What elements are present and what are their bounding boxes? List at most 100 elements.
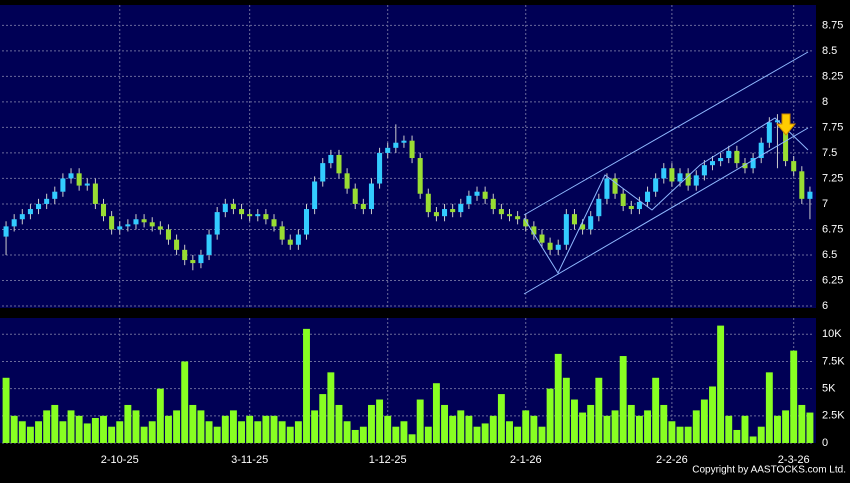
candle-body xyxy=(19,214,25,220)
x-tick-label: 1-12-25 xyxy=(369,454,407,466)
x-tick-label: 2-10-25 xyxy=(101,454,139,466)
x-tick-label: 2-1-26 xyxy=(510,454,542,466)
candle-body xyxy=(709,161,716,166)
y-tick-label: 10K xyxy=(822,328,842,340)
candle-body xyxy=(263,214,269,220)
volume-bar xyxy=(660,404,668,443)
volume-bar xyxy=(725,415,733,443)
volume-bar xyxy=(327,372,335,443)
candle-body xyxy=(442,209,448,217)
copyright: Copyright by AASTOCKS.com Ltd. xyxy=(692,465,846,476)
volume-bar xyxy=(173,410,181,443)
volume-bar xyxy=(197,410,205,443)
volume-bar xyxy=(91,418,99,443)
volume-bar xyxy=(798,404,806,443)
channel-upper xyxy=(523,51,809,216)
candle-body xyxy=(27,209,33,215)
candle-body xyxy=(726,150,732,159)
candle-body xyxy=(295,234,301,245)
volume-bar xyxy=(595,377,603,443)
candle-body xyxy=(531,226,537,235)
volume-bar xyxy=(270,415,278,443)
annotations xyxy=(523,51,809,295)
volume-bar xyxy=(757,426,765,443)
volume-bar xyxy=(148,421,156,443)
volume-bar xyxy=(538,426,546,443)
candle-body xyxy=(52,191,58,199)
candle-body xyxy=(734,150,740,164)
volume-bar xyxy=(156,388,164,443)
volume-bar xyxy=(368,404,375,443)
candle-body xyxy=(36,203,42,210)
volume-bar xyxy=(717,325,725,443)
candle-body xyxy=(555,244,561,250)
volume-bar xyxy=(603,415,611,443)
volume-bar xyxy=(75,415,83,443)
volume-bar xyxy=(514,426,522,443)
volume-bar xyxy=(181,361,189,443)
y-tick-label: 7.75 xyxy=(822,121,843,133)
candle-body xyxy=(474,191,480,196)
candle-body xyxy=(230,203,236,210)
volume-bar xyxy=(627,404,635,443)
volume-bar xyxy=(652,377,660,443)
candle-body xyxy=(190,260,196,264)
volume-bar xyxy=(408,434,416,443)
y-tick-label: 7.5 xyxy=(822,147,837,159)
volume-bar xyxy=(497,394,505,443)
volume-bar xyxy=(213,426,221,443)
candle-body xyxy=(701,165,707,176)
volume-bar xyxy=(303,328,310,443)
candle-body xyxy=(352,188,358,204)
candle-body xyxy=(628,205,634,210)
candle-body xyxy=(571,214,577,225)
volume-bar xyxy=(108,426,116,443)
volume-bar xyxy=(449,415,457,443)
y-tick-label: 7.25 xyxy=(822,172,843,184)
candle-body xyxy=(645,191,651,202)
volume-bar xyxy=(481,423,489,443)
candle-body xyxy=(11,219,17,227)
x-tick-label: 2-3-26 xyxy=(778,454,810,466)
volume-bar xyxy=(335,404,343,443)
volume-bar xyxy=(43,410,51,443)
candle-body xyxy=(214,212,220,235)
candle-body xyxy=(539,234,545,243)
candle-body xyxy=(620,193,626,206)
candle-body xyxy=(799,171,805,199)
volume-bar xyxy=(619,356,627,443)
volume-bar xyxy=(262,415,270,443)
candle-body xyxy=(774,120,780,123)
candle-body xyxy=(417,158,423,194)
candle-body xyxy=(141,219,147,223)
volume-bar xyxy=(774,415,781,443)
candle-body xyxy=(661,168,667,179)
candle-body xyxy=(385,147,391,153)
volume-bar xyxy=(741,415,749,443)
candle-body xyxy=(100,203,107,217)
candle-body xyxy=(368,183,374,210)
y-tick-label: 5K xyxy=(822,383,836,395)
volume-bar xyxy=(51,404,59,443)
candle-body xyxy=(450,209,456,213)
volume-bar xyxy=(676,426,684,443)
candle-body xyxy=(117,226,123,230)
candle-body xyxy=(76,173,82,186)
volume-bar xyxy=(189,404,197,443)
volume-bar xyxy=(709,386,716,443)
volume-bar xyxy=(376,399,384,443)
volume-bar xyxy=(644,410,651,443)
candle-body xyxy=(182,249,188,261)
x-tick-label: 3-11-25 xyxy=(231,454,268,466)
volume-bar xyxy=(562,377,570,443)
y-tick-label: 2.5K xyxy=(822,410,845,422)
candle-body xyxy=(206,234,212,255)
volume-bar xyxy=(286,426,294,443)
candle-body xyxy=(360,203,366,210)
candle-body xyxy=(547,242,553,250)
candle-body xyxy=(377,152,383,184)
volume-bar xyxy=(400,421,408,443)
volume-bar xyxy=(465,415,473,443)
candle-body xyxy=(791,161,797,172)
